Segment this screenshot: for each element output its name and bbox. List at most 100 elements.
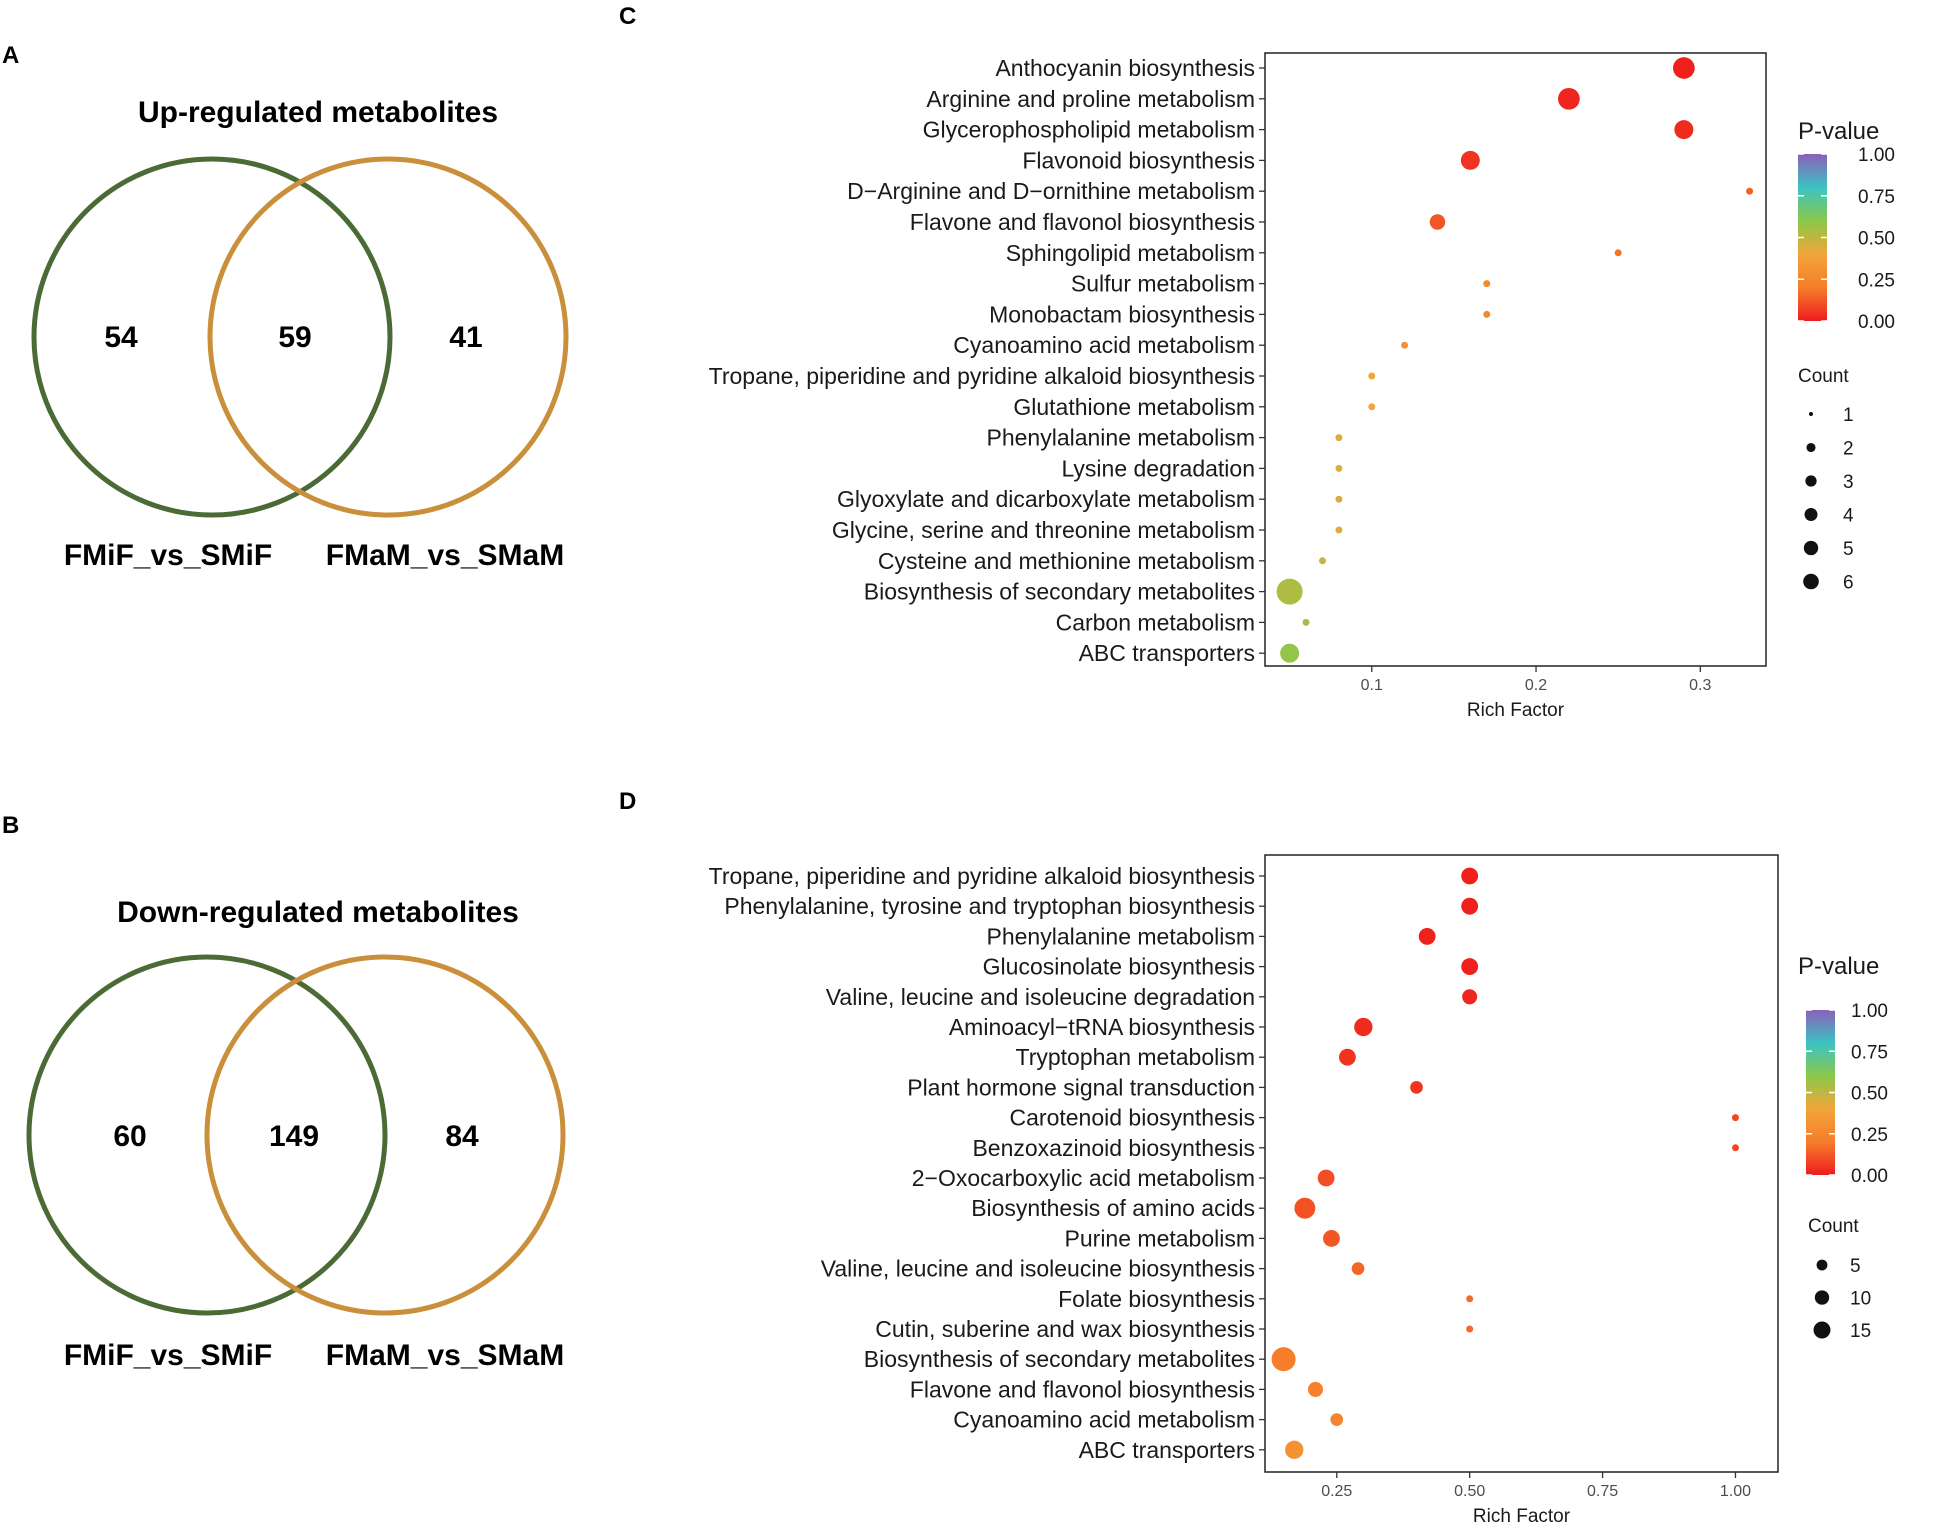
chart-d-point [1285,1440,1304,1459]
chart-d-point [1731,1114,1739,1122]
venn-b-right-count: 84 [445,1120,479,1153]
chart-d-category-label: Biosynthesis of amino acids [971,1195,1255,1221]
panel-b-letter: B [2,812,19,839]
chart-c-point [1558,87,1580,110]
chart-d-point [1731,1144,1739,1152]
chart-c-category-label: Monobactam biosynthesis [989,301,1255,327]
chart-d-colorbar-label: 0.75 [1851,1042,1888,1063]
chart-c-category-label: Sphingolipid metabolism [1006,240,1255,266]
chart-c-count-legend-label: 5 [1843,539,1854,560]
chart-d-count-legend-label: 10 [1850,1289,1871,1310]
chart-c-point [1460,150,1480,170]
chart-d-count-legend-dot [1816,1259,1828,1271]
chart-d-category-label: Purine metabolism [1065,1225,1255,1251]
chart-c-count-legend-dot [1806,442,1816,453]
chart-d-point [1461,897,1479,915]
venn-b-right-label: FMaM_vs_SMaM [326,1339,564,1372]
chart-c-point [1674,120,1694,140]
chart-c-category-label: Carbon metabolism [1056,609,1255,635]
venn-a-right-label: FMaM_vs_SMaM [326,539,564,572]
chart-c-plot-frame [1264,52,1767,667]
chart-d-point [1294,1197,1316,1219]
chart-d-count-legend-title: Count [1808,1216,1859,1237]
chart-c-point [1276,578,1303,605]
chart-c-point [1429,214,1446,230]
chart-c-category-label: Tropane, piperidine and pyridine alkaloi… [709,363,1255,389]
chart-c-category-label: Glyoxylate and dicarboxylate metabolism [837,486,1255,512]
chart-d-colorbar-label: 0.00 [1851,1166,1888,1187]
chart-d-point [1323,1229,1340,1247]
chart-d-category-label: Tryptophan metabolism [1016,1044,1255,1070]
chart-c-point [1483,280,1491,288]
chart-d-category-label: Benzoxazinoid biosynthesis [972,1135,1255,1161]
chart-d-count-legend-dot [1813,1321,1831,1339]
venn-b-left-count: 60 [113,1120,146,1153]
chart-d-point [1271,1347,1296,1372]
chart-c-category-label: Lysine degradation [1061,455,1255,481]
venn-b-left-circle [26,954,388,1316]
venn-a-right-circle [207,156,569,518]
chart-c-point [1746,187,1754,195]
chart-d-point [1317,1169,1335,1187]
chart-d-point [1461,958,1479,976]
chart-d-point [1354,1017,1373,1037]
panel-c-letter: C [619,3,636,30]
chart-c-point [1368,403,1376,411]
chart-c-x-axis-title: Rich Factor [1467,700,1565,721]
chart-c-colorbar-label: 0.25 [1858,270,1895,291]
chart-c-category-label: Glutathione metabolism [1013,394,1255,420]
venn-a-right-count: 41 [449,321,482,354]
chart-c-point [1401,341,1409,349]
chart-c-point [1483,310,1491,318]
chart-d-count-legend-dot [1814,1290,1830,1305]
chart-c-xtick-label: 0.2 [1525,677,1547,694]
chart-d-point [1461,867,1479,885]
chart-d-category-label: Plant hormone signal transduction [907,1074,1255,1100]
chart-d-down-regulated: Tropane, piperidine and pyridine alkaloi… [709,854,1888,1527]
venn-b-right-circle [204,954,566,1316]
venn-a-left-count: 54 [104,321,138,354]
venn-b-title: Down-regulated metabolites [117,896,519,929]
chart-d-category-label: Aminoacyl−tRNA biosynthesis [949,1014,1255,1040]
panel-b: B Down-regulated metabolites 60 149 84 F… [2,812,566,1372]
chart-c-category-label: Biosynthesis of secondary metabolites [864,579,1255,605]
chart-c-category-label: Anthocyanin biosynthesis [995,55,1255,81]
chart-c-point [1368,372,1376,380]
chart-d-category-label: Carotenoid biosynthesis [1010,1105,1255,1131]
chart-d-point [1330,1413,1344,1426]
chart-c-category-label: Cyanoamino acid metabolism [953,332,1255,358]
chart-d-category-label: Glucosinolate biosynthesis [983,954,1255,980]
chart-c-category-label: D−Arginine and D−ornithine metabolism [847,178,1255,204]
chart-c-category-label: Phenylalanine metabolism [987,425,1256,451]
venn-b-overlap-count: 149 [269,1120,319,1153]
chart-d-category-label: Phenylalanine, tyrosine and tryptophan b… [724,893,1255,919]
chart-c-point [1335,495,1343,503]
venn-b-left-label: FMiF_vs_SMiF [64,1339,272,1372]
chart-d-count-legend-label: 5 [1850,1256,1861,1277]
chart-d-category-label: Tropane, piperidine and pyridine alkaloi… [709,863,1255,889]
chart-d-point [1466,1325,1474,1333]
chart-d-count-legend-label: 15 [1850,1321,1871,1342]
chart-d-point [1307,1381,1324,1397]
chart-c-colorbar-label: 0.50 [1858,229,1895,250]
chart-c-count-legend-dot [1805,475,1817,487]
chart-c-xtick-label: 0.3 [1689,677,1711,694]
chart-d-point [1338,1048,1356,1066]
chart-c-xtick-label: 0.1 [1361,677,1383,694]
chart-c-colorbar-label: 0.75 [1858,187,1895,208]
chart-d-category-label: Cyanoamino acid metabolism [953,1407,1255,1433]
chart-d-point [1351,1262,1365,1275]
chart-d-xtick-label: 1.00 [1720,1483,1751,1500]
chart-c-count-legend-label: 3 [1843,472,1854,493]
venn-a-overlap-count: 59 [278,321,311,354]
chart-c-count-legend-dot [1804,508,1818,521]
chart-c-category-label: Sulfur metabolism [1071,271,1255,297]
venn-a-left-label: FMiF_vs_SMiF [64,539,272,572]
chart-d-category-label: Phenylalanine metabolism [987,923,1256,949]
chart-d-pvalue-legend-title: P-value [1798,953,1879,980]
chart-d-xtick-label: 0.50 [1454,1483,1485,1500]
chart-c-count-legend-label: 2 [1843,439,1854,460]
chart-c-count-legend-title: Count [1798,366,1849,387]
chart-c-count-legend-dot [1803,540,1819,556]
